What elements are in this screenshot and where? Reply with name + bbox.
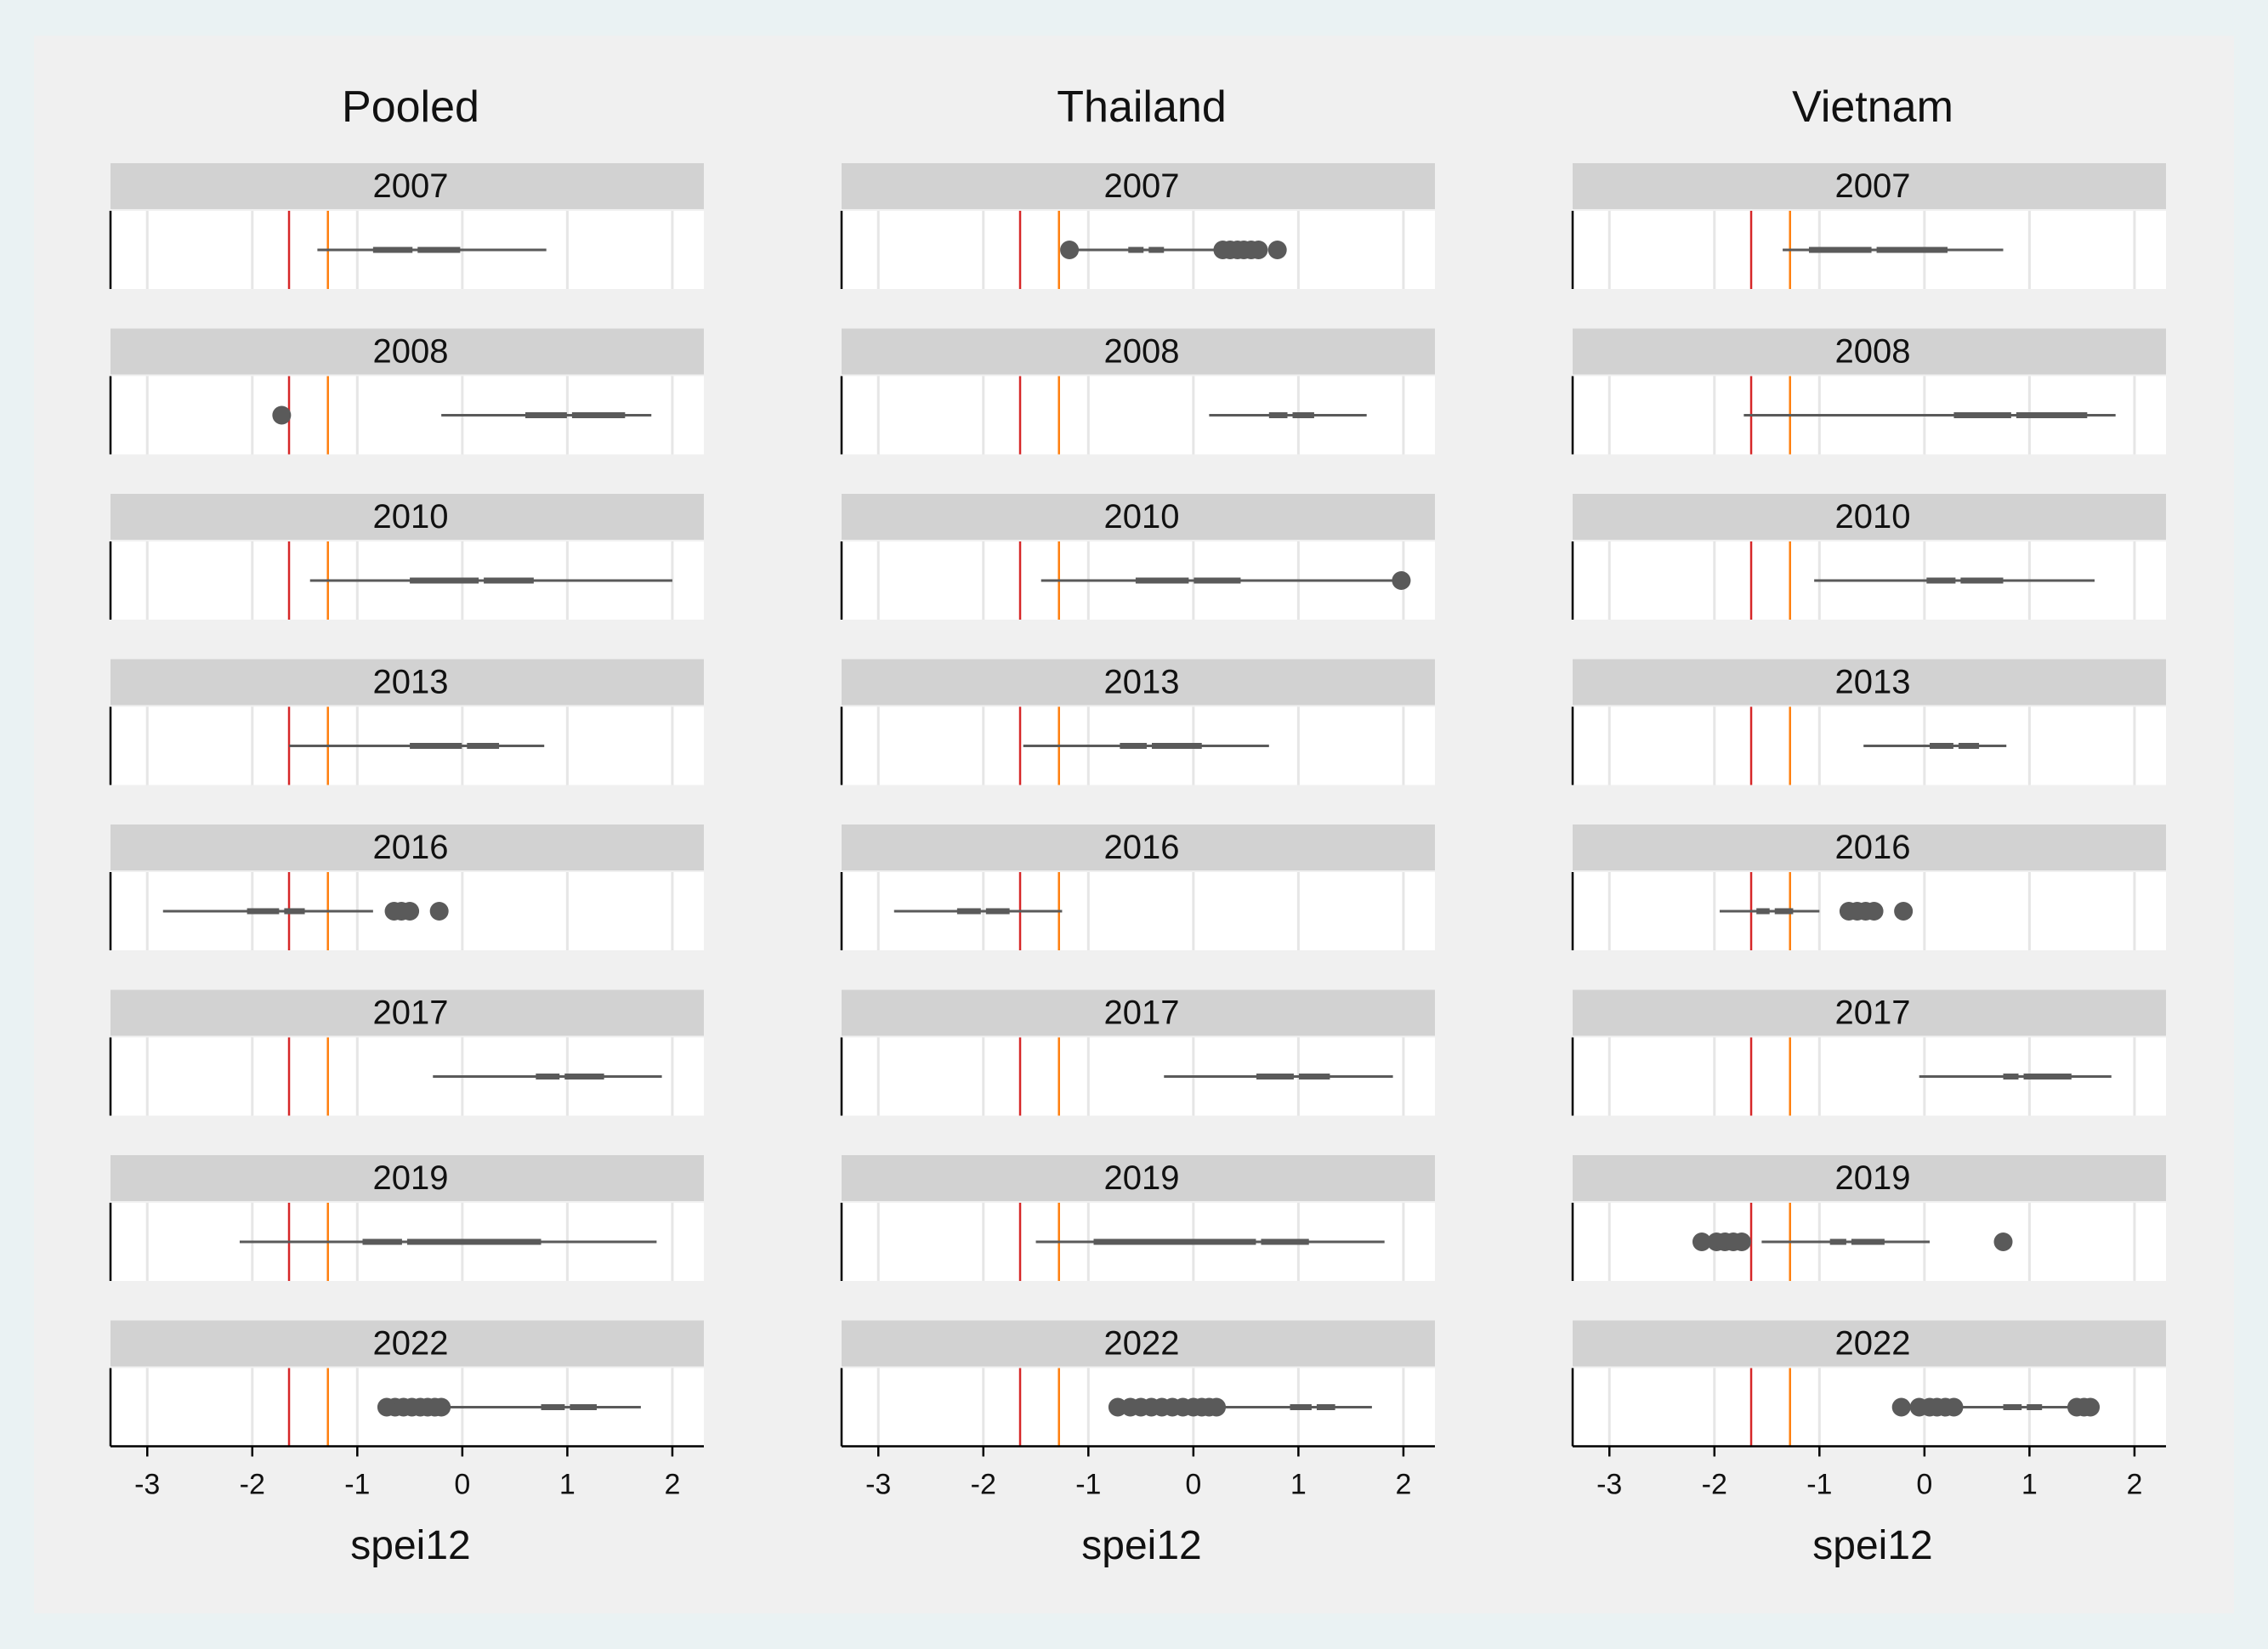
column-title-pooled: Pooled [342,82,479,132]
year-strip-label: 2007 [1104,167,1180,205]
outlier-point [1864,902,1884,921]
x-tick-label: 0 [454,1469,470,1501]
outlier-point [1894,902,1914,921]
year-strip-label: 2008 [1104,333,1180,371]
year-strip [842,328,1435,375]
year-strip-label: 2022 [1104,1325,1180,1363]
year-strip-label: 2017 [373,994,449,1032]
year-strip [1573,163,2166,209]
year-strip [111,494,704,540]
x-tick-label: 1 [1290,1469,1307,1501]
year-strip-label: 2008 [373,333,449,371]
x-tick-label: -1 [1806,1469,1832,1501]
year-strip [842,494,1435,540]
year-strip-label: 2019 [1104,1159,1180,1197]
outlier-point [1891,1397,1911,1417]
year-strip [111,659,704,706]
year-strip-label: 2007 [1835,167,1911,205]
year-strip-label: 2007 [373,167,449,205]
year-strip-label: 2016 [1835,829,1911,866]
year-strip [111,328,704,375]
year-strip [842,824,1435,870]
year-strip-label: 2008 [1835,333,1911,371]
outlier-point [1207,1397,1227,1417]
x-tick-label: 0 [1185,1469,1201,1501]
outlier-point [1944,1397,1964,1417]
outlier-point [432,1397,451,1417]
year-strip-label: 2019 [373,1159,449,1197]
year-strip [111,824,704,870]
x-tick-label: -3 [1596,1469,1622,1501]
year-strip-label: 2019 [1835,1159,1911,1197]
x-tick-label: -1 [344,1469,370,1501]
outlier-point [1692,1232,1711,1251]
x-tick-label: 0 [1916,1469,1932,1501]
outlier-point [272,405,292,425]
outlier-point [2081,1397,2101,1417]
outlier-point [1060,241,1080,259]
year-strip-label: 2010 [1104,498,1180,536]
outlier-point [1993,1232,2013,1251]
x-axis-label: spei12 [1081,1523,1201,1568]
outlier-point [1732,1232,1751,1251]
year-strip-label: 2017 [1835,994,1911,1032]
year-strip [111,1155,704,1201]
x-tick-label: 1 [559,1469,576,1501]
year-strip [842,989,1435,1036]
year-strip-label: 2010 [1835,498,1911,536]
year-strip [1573,1155,2166,1201]
x-tick-label: -2 [1702,1469,1727,1501]
x-tick-label: 1 [2021,1469,2038,1501]
year-strip-label: 2022 [373,1325,449,1363]
year-strip [842,163,1435,209]
year-strip-label: 2016 [1104,829,1180,866]
x-tick-label: 2 [664,1469,680,1501]
year-strip [111,163,704,209]
year-strip-label: 2013 [1835,664,1911,701]
column-title-vietnam: Vietnam [1792,82,1953,132]
year-strip [1573,989,2166,1036]
x-tick-label: 2 [2126,1469,2142,1501]
year-strip [842,1320,1435,1367]
year-strip [1573,328,2166,375]
year-strip [1573,824,2166,870]
year-strip-label: 2022 [1835,1325,1911,1363]
column-title-thailand: Thailand [1057,82,1226,132]
x-tick-label: -2 [971,1469,996,1501]
x-tick-label: -3 [865,1469,891,1501]
outlier-point [429,902,449,921]
outlier-point [1249,241,1268,259]
year-strip-label: 2016 [373,829,449,866]
year-strip-label: 2010 [373,498,449,536]
year-strip-label: 2013 [373,664,449,701]
x-axis-label: spei12 [350,1523,470,1568]
outlier-point [1392,571,1411,590]
year-strip [842,1155,1435,1201]
year-strip [842,659,1435,706]
year-strip [1573,494,2166,540]
x-tick-label: 2 [1395,1469,1411,1501]
year-strip-label: 2013 [1104,664,1180,701]
year-strip [111,989,704,1036]
year-strip [111,1320,704,1367]
x-tick-label: -2 [240,1469,265,1501]
x-axis-label: spei12 [1812,1523,1932,1568]
year-strip-label: 2017 [1104,994,1180,1032]
year-strip [1573,1320,2166,1367]
outlier-point [1267,241,1287,259]
outlier-point [400,902,420,921]
x-tick-label: -1 [1075,1469,1101,1501]
year-strip [1573,659,2166,706]
x-tick-label: -3 [134,1469,160,1501]
